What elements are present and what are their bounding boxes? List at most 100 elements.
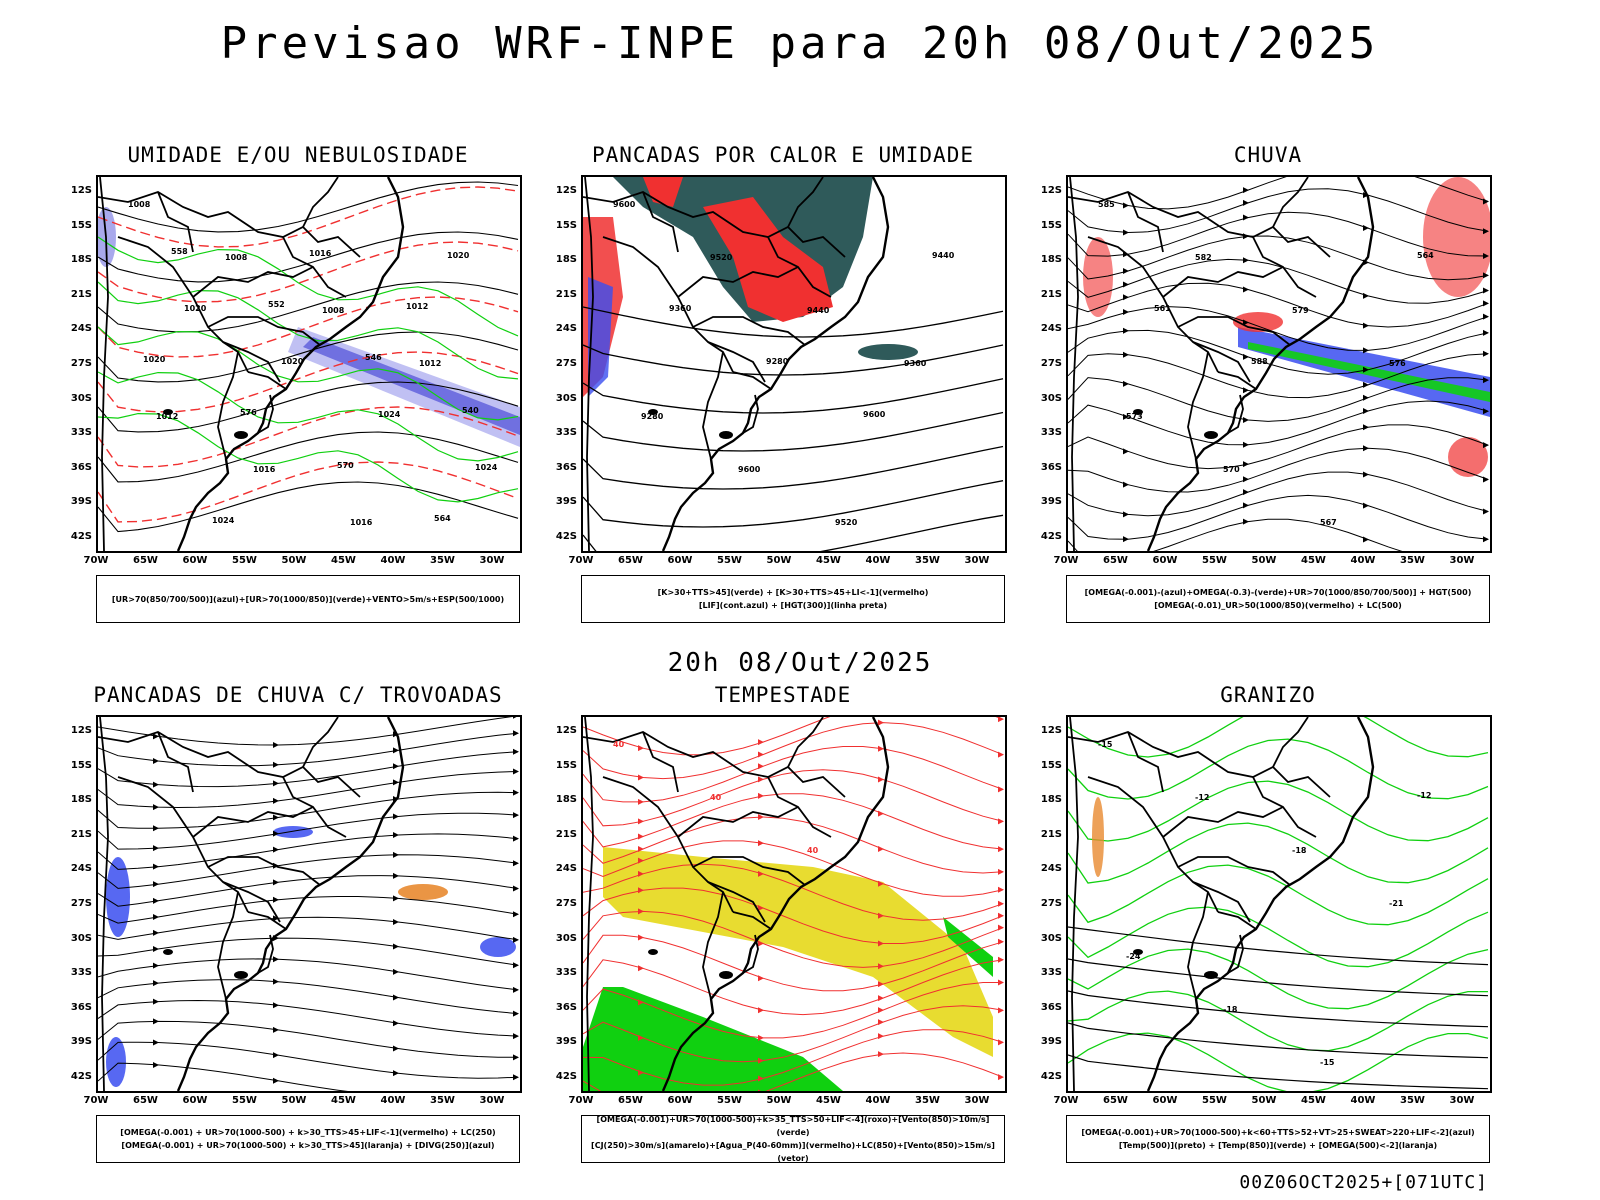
contour-label: 1008 xyxy=(225,253,248,262)
latitude-tick-label: 42S xyxy=(1040,531,1062,542)
latitude-tick-label: 33S xyxy=(555,427,577,439)
latitude-tick-label: 33S xyxy=(70,967,92,979)
longitude-tick-label: 60W xyxy=(182,1095,208,1106)
longitude-tick-label: 70W xyxy=(1053,1095,1079,1106)
latitude-tick-label: 12S xyxy=(555,185,577,196)
longitude-tick-label: 60W xyxy=(182,555,208,566)
contour-label: 9600 xyxy=(863,410,886,419)
longitude-tick-label: 60W xyxy=(1152,555,1178,566)
contour-label: 9440 xyxy=(807,306,830,315)
legend-line: [CJ(250)>30m/s](amarelo)+[Agua_P(40-60mm… xyxy=(591,1141,995,1163)
longitude-tick-label: 65W xyxy=(618,1095,643,1106)
contour-label: -12 xyxy=(1417,791,1431,800)
latitude-tick-label: 27S xyxy=(555,358,577,369)
longitude-tick-label: 65W xyxy=(1103,555,1128,566)
contour-label: 1008 xyxy=(128,200,151,209)
latitude-tick-label: 21S xyxy=(555,828,577,840)
contour-label: 9280 xyxy=(641,412,664,421)
contour-label: 9280 xyxy=(766,357,789,366)
latitude-tick-label: 42S xyxy=(1040,1071,1062,1082)
latitude-tick-label: 15S xyxy=(70,219,92,231)
contour-label: 9520 xyxy=(835,518,858,527)
longitude-tick-label: 65W xyxy=(618,555,643,566)
latitude-tick-label: 21S xyxy=(1040,828,1062,840)
forecast-map: 585 582 579 576 573 570 567 564 561 588 xyxy=(1066,175,1492,553)
contour-label: 1012 xyxy=(419,359,441,368)
latitude-tick-label: 24S xyxy=(70,323,92,335)
longitude-tick-label: 35W xyxy=(430,1095,455,1106)
longitude-tick-label: 55W xyxy=(717,1095,742,1106)
latitude-tick-label: 36S xyxy=(1040,461,1062,473)
latitude-tick-label: 15S xyxy=(555,219,577,231)
longitude-tick-label: 70W xyxy=(568,1095,594,1106)
latitude-tick-label: 33S xyxy=(1040,427,1062,439)
legend-line: [OMEGA(-0.001)+UR>70(1000-500)+k>35_TTS>… xyxy=(596,1115,990,1137)
latitude-tick-label: 27S xyxy=(70,358,92,369)
longitude-tick-label: 35W xyxy=(1400,1095,1425,1106)
panel-legend: [OMEGA(-0.001) + UR>70(1000-500) + k>30_… xyxy=(96,1115,520,1163)
contour-label: 1016 xyxy=(350,518,373,527)
contour-label: 9360 xyxy=(669,304,692,313)
longitude-tick-label: 55W xyxy=(717,555,742,566)
contour-label: 1024 xyxy=(475,463,498,472)
contour-label: 564 xyxy=(1417,251,1434,260)
contour-label: 561 xyxy=(1154,304,1171,313)
longitude-tick-label: 55W xyxy=(232,1095,257,1106)
forecast-map: 40 40 40 xyxy=(581,715,1007,1093)
latitude-tick-label: 39S xyxy=(555,496,577,508)
forecast-map: 9600 9520 9440 9360 9280 9600 9520 9440 9360 9280… xyxy=(581,175,1007,553)
longitude-tick-label: 65W xyxy=(133,1095,158,1106)
longitude-tick-label: 30W xyxy=(964,1095,990,1106)
longitude-tick-label: 30W xyxy=(1449,555,1475,566)
contour-label: 570 xyxy=(337,461,354,470)
longitude-tick-label: 70W xyxy=(83,555,109,566)
legend-line: [OMEGA(-0.01)_UR>50(1000/850)(vermelho) … xyxy=(1154,601,1402,610)
longitude-tick-label: 35W xyxy=(915,555,940,566)
panel-legend: [OMEGA(-0.001)+UR>70(1000-500)+k<60+TTS>… xyxy=(1066,1115,1490,1163)
longitude-tick-label: 65W xyxy=(1103,1095,1128,1106)
legend-line: [UR>70(850/700/500)](azul)+[UR>70(1000/8… xyxy=(111,594,505,604)
contour-label: 585 xyxy=(1098,200,1115,209)
latitude-tick-label: 18S xyxy=(70,254,92,266)
latitude-tick-label: 12S xyxy=(1040,185,1062,196)
contour-label: 1020 xyxy=(184,304,207,313)
latitude-tick-label: 15S xyxy=(1040,219,1062,231)
legend-line: [K>30+TTS>45](verde) + [K>30+TTS>45+LI<-… xyxy=(657,588,929,597)
latitude-tick-label: 24S xyxy=(555,863,577,875)
contour-label: 552 xyxy=(268,300,285,309)
legend-line: [OMEGA(-0.001)-(azul)+OMEGA(-0.3)-(verde… xyxy=(1084,588,1472,597)
latitude-tick-label: 21S xyxy=(70,288,92,300)
forecast-map xyxy=(96,715,522,1093)
latitude-tick-label: 30S xyxy=(70,392,92,404)
longitude-tick-label: 55W xyxy=(1202,555,1227,566)
latitude-tick-label: 42S xyxy=(70,531,92,542)
longitude-tick-label: 45W xyxy=(331,1095,356,1106)
forecast-map: -15 -12 -18 -21 -24 -18 -15 -12 xyxy=(1066,715,1492,1093)
contour-label: 582 xyxy=(1195,253,1212,262)
contour-label: -24 xyxy=(1126,952,1141,961)
panel-title: GRANIZO xyxy=(1220,683,1316,707)
contour-label: 1008 xyxy=(322,306,345,315)
panel-title: UMIDADE E/OU NEBULOSIDADE xyxy=(127,143,469,167)
contour-label: 1024 xyxy=(378,410,401,419)
longitude-tick-label: 45W xyxy=(331,555,356,566)
latitude-tick-label: 30S xyxy=(70,932,92,944)
latitude-tick-label: 12S xyxy=(1040,725,1062,736)
longitude-tick-label: 40W xyxy=(1350,555,1376,566)
longitude-tick-label: 45W xyxy=(1301,555,1326,566)
longitude-tick-label: 50W xyxy=(1251,555,1277,566)
longitude-tick-label: 45W xyxy=(1301,1095,1326,1106)
latitude-tick-label: 15S xyxy=(555,759,577,771)
contour-label: 567 xyxy=(1320,518,1337,527)
longitude-tick-label: 60W xyxy=(667,1095,693,1106)
latitude-tick-label: 21S xyxy=(1040,288,1062,300)
longitude-tick-label: 30W xyxy=(1449,1095,1475,1106)
contour-label: 9440 xyxy=(932,251,955,260)
longitude-tick-label: 45W xyxy=(816,1095,841,1106)
latitude-tick-label: 42S xyxy=(70,1071,92,1082)
contour-label: -18 xyxy=(1223,1005,1238,1014)
longitude-tick-label: 35W xyxy=(915,1095,940,1106)
panel-title: PANCADAS POR CALOR E UMIDADE xyxy=(591,143,974,167)
latitude-tick-label: 12S xyxy=(555,725,577,736)
latitude-tick-label: 24S xyxy=(555,323,577,335)
